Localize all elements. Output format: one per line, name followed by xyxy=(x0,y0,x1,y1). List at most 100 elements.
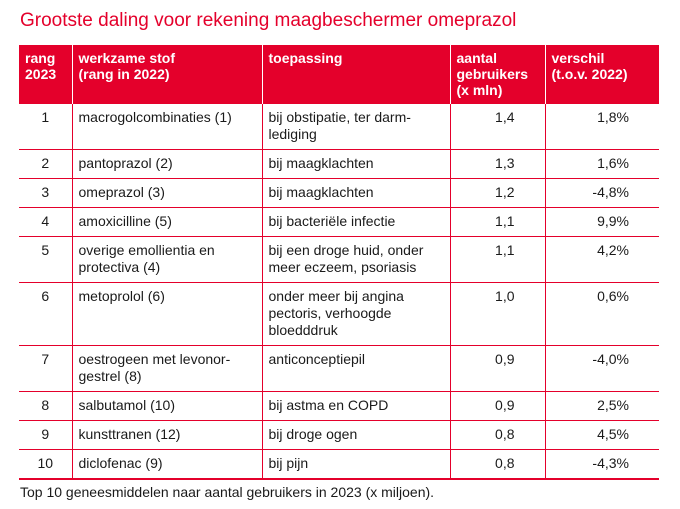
substance-cell: oestrogeen met levonor-gestrel (8) xyxy=(71,345,262,392)
table-row: 2 pantoprazol (2) bij maagklachten 1,3 1,6% xyxy=(19,149,659,179)
rank-header: rang 2023 xyxy=(19,45,72,104)
users-cell: 1,1 xyxy=(449,236,545,283)
substance-cell-line: amoxicilline (5) xyxy=(78,213,172,229)
use-cell-line: bij obstipatie, ter darm- xyxy=(268,109,411,125)
rank-cell: 10 xyxy=(19,449,72,480)
diff-cell: -4,3% xyxy=(544,449,659,480)
table-body: 1 macrogolcombinaties (1) bij obstipatie, … xyxy=(19,103,659,480)
substance-cell: salbutamol (10) xyxy=(71,391,262,421)
use-cell-line: bij een droge huid, onder xyxy=(268,242,424,258)
header-line: (t.o.v. 2022) xyxy=(551,66,628,82)
table-row: 8 salbutamol (10) bij astma en COPD 0,9 2,5% xyxy=(19,391,659,421)
header-line: 2023 xyxy=(25,66,57,82)
substance-cell-line: protectiva (4) xyxy=(78,259,161,275)
substance-cell-line: omeprazol (3) xyxy=(78,184,165,200)
substance-cell-line: oestrogeen met levonor- xyxy=(78,351,231,367)
use-header: toepassing xyxy=(261,45,450,104)
substance-cell: omeprazol (3) xyxy=(71,178,262,208)
use-cell: bij astma en COPD xyxy=(261,391,450,421)
use-cell-line: pectoris, verhoogde xyxy=(268,305,392,321)
use-cell-line: bloedddruk xyxy=(268,322,338,338)
table-row: 9 kunsttranen (12) bij droge ogen 0,8 4,5% xyxy=(19,420,659,450)
diff-cell: -4,0% xyxy=(544,345,659,392)
rank-cell: 2 xyxy=(19,149,72,179)
header-line: (x mln) xyxy=(456,82,503,98)
substance-cell-line: kunsttranen (12) xyxy=(78,426,181,442)
substance-cell: amoxicilline (5) xyxy=(71,207,262,237)
substance-cell-line: salbutamol (10) xyxy=(78,397,176,413)
header-line: rang xyxy=(25,50,56,66)
users-cell: 1,3 xyxy=(449,149,545,179)
use-cell-line: lediging xyxy=(268,126,317,142)
users-cell: 1,4 xyxy=(449,103,545,150)
diff-cell: 4,5% xyxy=(544,420,659,450)
page-title: Grootste daling voor rekening maagbesche… xyxy=(20,10,517,31)
table-row: 5 overige emollientia en protectiva (4) bij… xyxy=(19,236,659,283)
use-cell-line: anticonceptiepil xyxy=(268,351,366,367)
rank-cell: 8 xyxy=(19,391,72,421)
header-row: rang 2023 werkzame stof (rang in 2022) toepa… xyxy=(19,45,659,104)
use-cell: bij droge ogen xyxy=(261,420,450,450)
header-line: aantal xyxy=(456,50,497,66)
diff-cell: 1,8% xyxy=(544,103,659,150)
substance-cell-line: metoprolol (6) xyxy=(78,288,165,304)
table-caption: Top 10 geneesmiddelen naar aantal gebrui… xyxy=(20,484,435,500)
users-cell: 1,2 xyxy=(449,178,545,208)
substance-cell: metoprolol (6) xyxy=(71,282,262,346)
rank-cell: 4 xyxy=(19,207,72,237)
substance-cell-line: gestrel (8) xyxy=(78,368,142,384)
ranking-table: rang 2023 werkzame stof (rang in 2022) toepa… xyxy=(19,45,659,480)
table-row: 7 oestrogeen met levonor-gestrel (8) antic… xyxy=(19,345,659,392)
rank-cell: 3 xyxy=(19,178,72,208)
table-row: 6 metoprolol (6) onder meer bij angina pect… xyxy=(19,282,659,346)
substance-cell-line: diclofenac (9) xyxy=(78,455,163,471)
use-cell: bij maagklachten xyxy=(261,149,450,179)
substance-cell: macrogolcombinaties (1) xyxy=(71,103,262,150)
header-line: werkzame stof xyxy=(78,50,175,66)
rank-cell: 7 xyxy=(19,345,72,392)
rank-cell: 5 xyxy=(19,236,72,283)
table-header: rang 2023 werkzame stof (rang in 2022) toepa… xyxy=(19,45,659,104)
use-cell: onder meer bij angina pectoris, verhoogde… xyxy=(261,282,450,346)
use-cell-line: bij maagklachten xyxy=(268,155,374,171)
substance-cell-line: macrogolcombinaties (1) xyxy=(78,109,232,125)
use-cell-line: bij astma en COPD xyxy=(268,397,389,413)
header-line: (rang in 2022) xyxy=(78,66,170,82)
rank-cell: 9 xyxy=(19,420,72,450)
users-cell: 0,8 xyxy=(449,449,545,480)
use-cell: bij maagklachten xyxy=(261,178,450,208)
header-line: toepassing xyxy=(268,50,343,66)
substance-cell: kunsttranen (12) xyxy=(71,420,262,450)
diff-cell: 4,2% xyxy=(544,236,659,283)
users-cell: 0,9 xyxy=(449,345,545,392)
use-cell-line: meer eczeem, psoriasis xyxy=(268,259,417,275)
users-cell: 1,1 xyxy=(449,207,545,237)
substance-cell: diclofenac (9) xyxy=(71,449,262,480)
table-row: 4 amoxicilline (5) bij bacteriële infectie… xyxy=(19,207,659,237)
substance-cell: pantoprazol (2) xyxy=(71,149,262,179)
use-cell: bij een droge huid, onder meer eczeem, ps… xyxy=(261,236,450,283)
diff-cell: 1,6% xyxy=(544,149,659,179)
diff-cell: 0,6% xyxy=(544,282,659,346)
table-row: 10 diclofenac (9) bij pijn 0,8 -4,3% xyxy=(19,449,659,480)
diff-cell: 2,5% xyxy=(544,391,659,421)
users-header: aantal gebruikers (x mln) xyxy=(449,45,545,104)
users-cell: 0,9 xyxy=(449,391,545,421)
users-cell: 1,0 xyxy=(449,282,545,346)
diff-cell: 9,9% xyxy=(544,207,659,237)
use-cell: bij pijn xyxy=(261,449,450,480)
rank-cell: 6 xyxy=(19,282,72,346)
header-line: gebruikers xyxy=(456,66,529,82)
use-cell-line: onder meer bij angina xyxy=(268,288,404,304)
diff-cell: -4,8% xyxy=(544,178,659,208)
use-cell-line: bij droge ogen xyxy=(268,426,358,442)
use-cell: anticonceptiepil xyxy=(261,345,450,392)
substance-header: werkzame stof (rang in 2022) xyxy=(71,45,262,104)
use-cell: bij bacteriële infectie xyxy=(261,207,450,237)
substance-cell-line: pantoprazol (2) xyxy=(78,155,173,171)
use-cell-line: bij bacteriële infectie xyxy=(268,213,396,229)
use-cell-line: bij pijn xyxy=(268,455,309,471)
substance-cell-line: overige emollientia en xyxy=(78,242,215,258)
diff-header: verschil (t.o.v. 2022) xyxy=(544,45,659,104)
table-row: 3 omeprazol (3) bij maagklachten 1,2 -4,8% xyxy=(19,178,659,208)
